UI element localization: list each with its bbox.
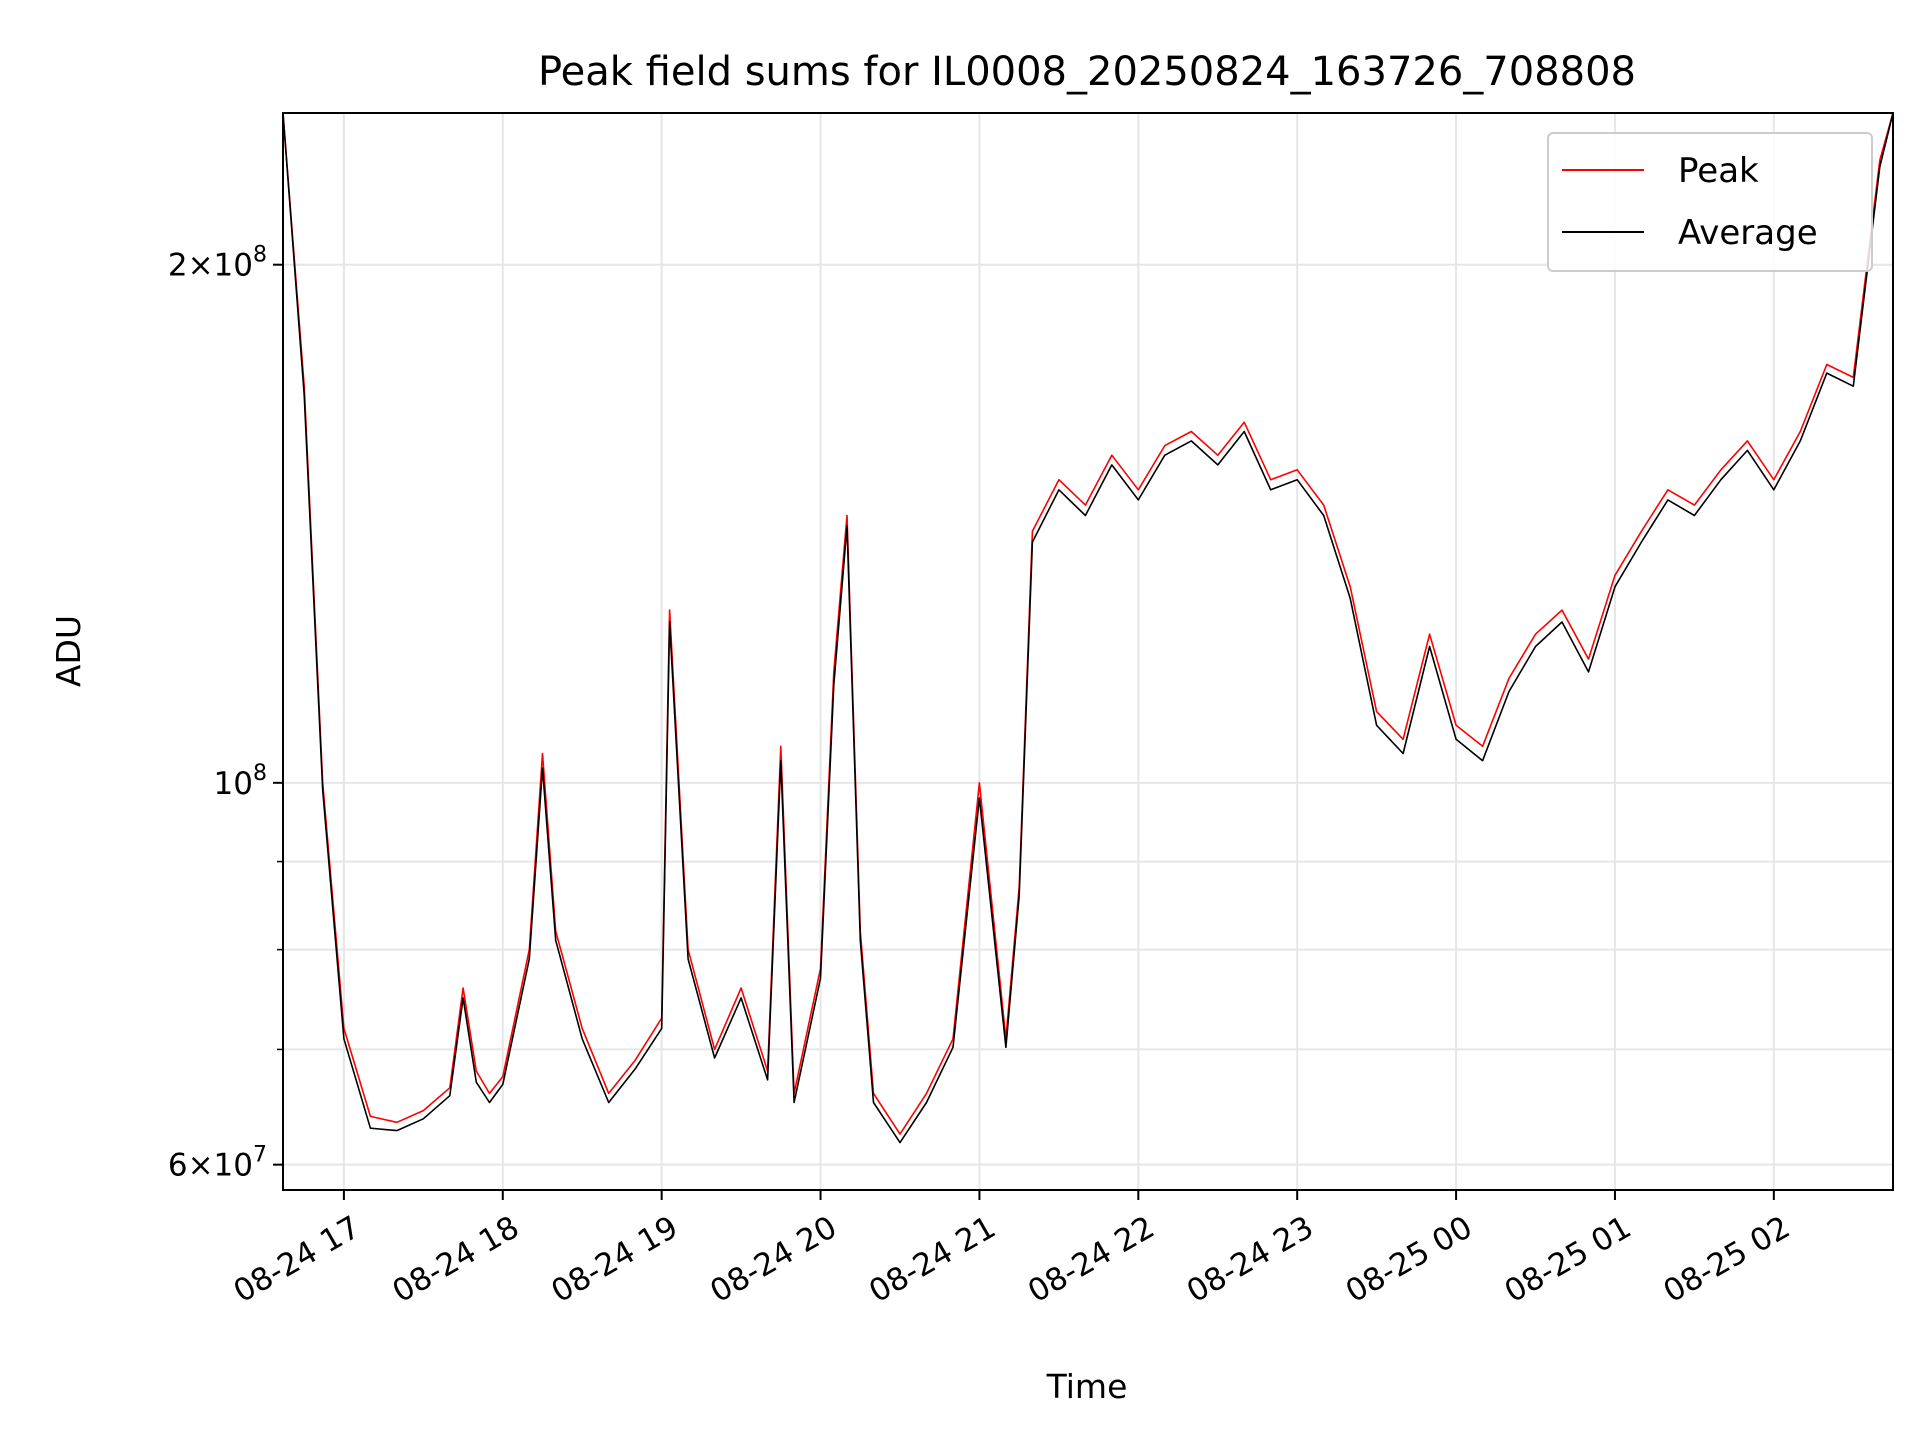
- legend-label-peak: Peak: [1678, 151, 1759, 191]
- series-layer: [282, 112, 1894, 1144]
- y-axis: 6×107 108 2×108: [168, 243, 283, 1184]
- chart-title: Peak field sums for IL0008_20250824_1637…: [538, 49, 1636, 95]
- legend-label-average: Average: [1678, 213, 1818, 253]
- series-line-average: [282, 112, 1894, 1144]
- y-tick-label: 2×108: [168, 243, 267, 284]
- x-axis-label: Time: [1046, 1367, 1128, 1406]
- legend-box: [1547, 132, 1873, 272]
- y-tick-label: 6×107: [168, 1143, 267, 1184]
- plot-frame: [282, 112, 1894, 1191]
- y-axis-label: ADU: [49, 615, 88, 687]
- legend: Peak Average: [1547, 132, 1873, 272]
- grid: [283, 113, 1893, 1190]
- y-tick-label: 108: [214, 761, 267, 802]
